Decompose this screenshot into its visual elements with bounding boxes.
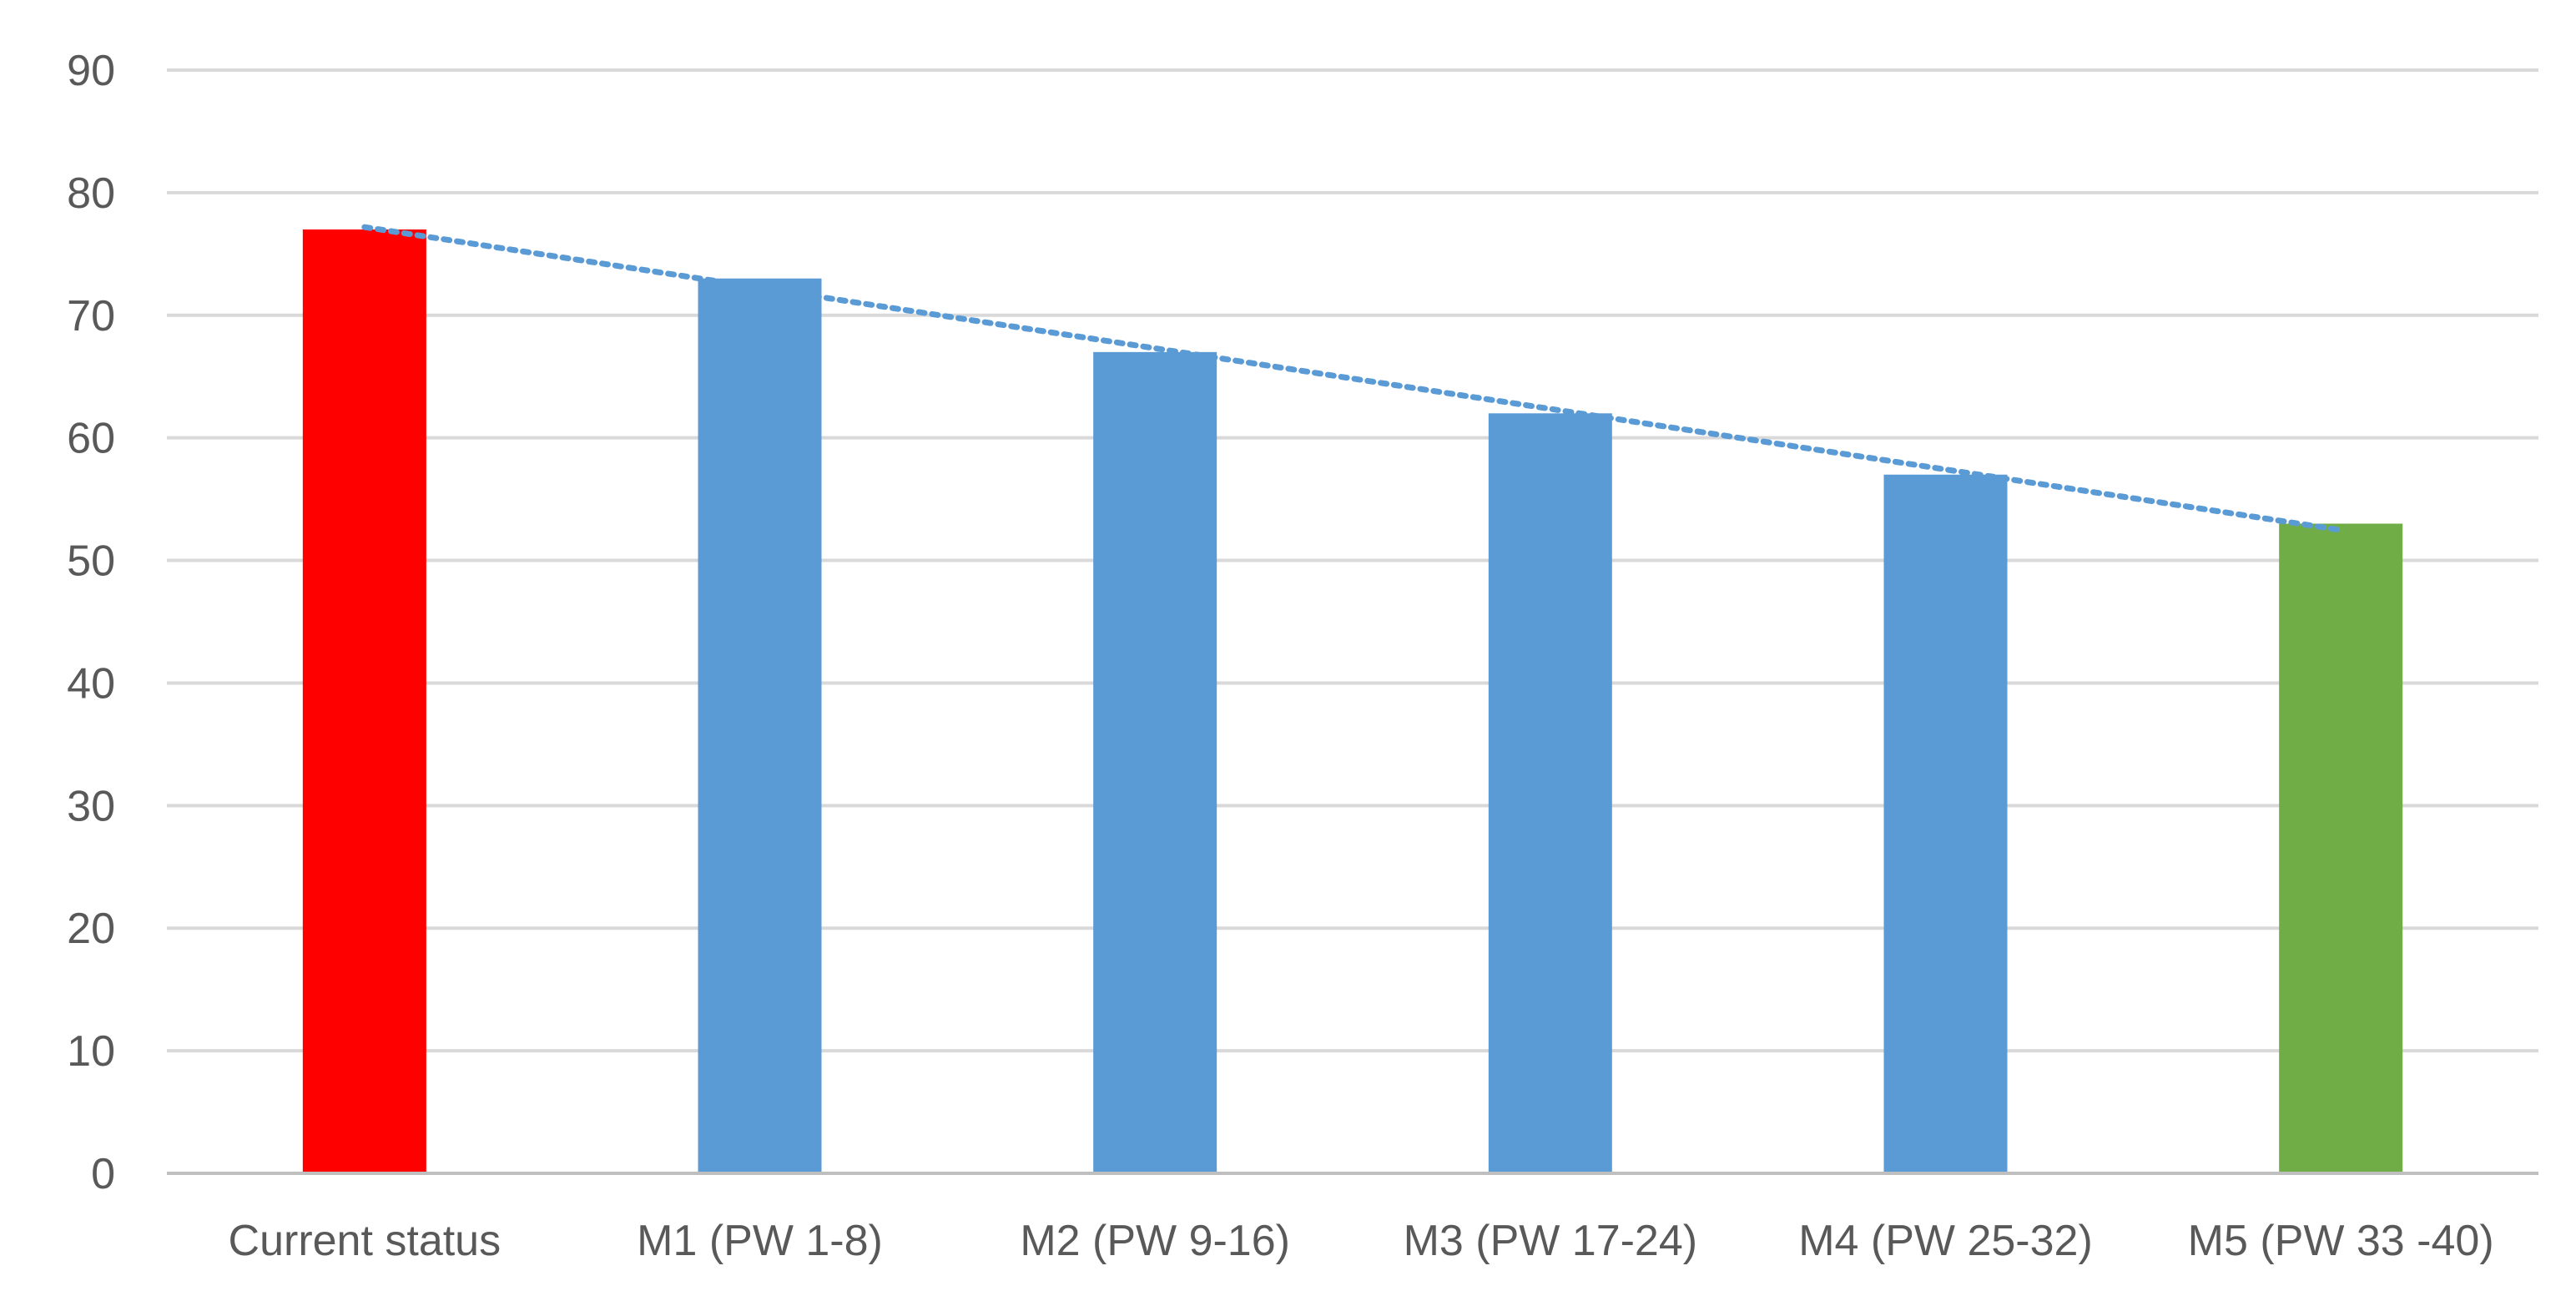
x-tick-label: M3 (PW 17-24) — [1404, 1217, 1698, 1265]
bars — [302, 229, 2403, 1173]
y-tick-label: 20 — [67, 905, 115, 953]
x-axis: Current status M1 (PW 1-8) M2 (PW 9-16) M3 … — [167, 1172, 2538, 1265]
trendline-layer — [361, 224, 2344, 533]
bar — [1883, 474, 2008, 1173]
y-axis: 0 10 20 30 40 50 60 70 80 90 — [67, 47, 115, 1198]
y-tick-label: 30 — [67, 782, 115, 830]
y-tick-label: 90 — [67, 47, 115, 95]
y-tick-label: 40 — [67, 659, 115, 708]
x-tick-label: M1 (PW 1-8) — [637, 1217, 883, 1265]
bar — [1488, 413, 1612, 1173]
x-tick-label: M2 (PW 9-16) — [1020, 1217, 1290, 1265]
y-tick-label: 80 — [67, 169, 115, 218]
bar — [2279, 523, 2403, 1173]
x-tick-label: M5 (PW 33 -40) — [2188, 1217, 2494, 1265]
bar — [698, 278, 822, 1173]
y-tick-label: 60 — [67, 415, 115, 463]
y-tick-label: 50 — [67, 537, 115, 586]
gridlines — [167, 68, 2538, 1053]
y-tick-label: 70 — [67, 292, 115, 340]
bar — [302, 229, 426, 1173]
trendline — [361, 224, 2344, 533]
y-tick-label: 0 — [91, 1150, 115, 1198]
y-tick-label: 10 — [67, 1027, 115, 1076]
bar — [1093, 351, 1217, 1173]
x-tick-label: Current status — [229, 1217, 502, 1265]
x-tick-label: M4 (PW 25-32) — [1798, 1217, 2093, 1265]
